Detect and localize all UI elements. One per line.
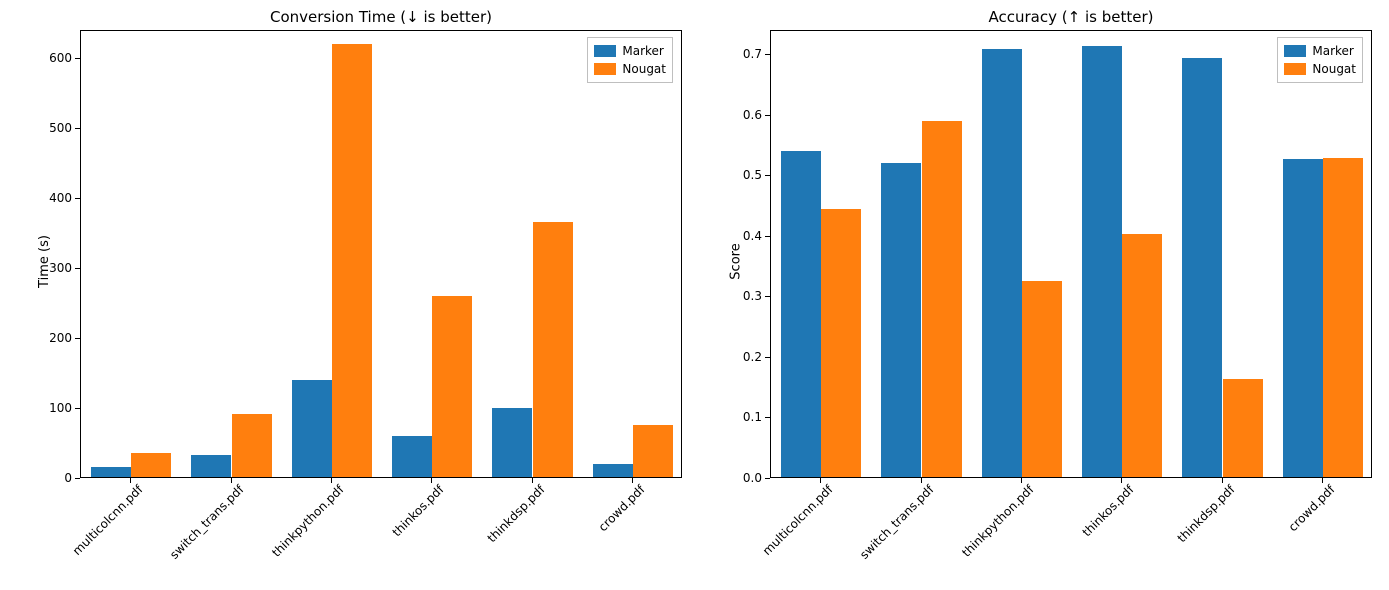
bar-nougat	[1022, 281, 1062, 477]
xtick-mark	[1121, 478, 1122, 483]
legend-item-marker: Marker	[594, 42, 666, 60]
bar-marker	[1082, 46, 1122, 477]
ytick-mark	[765, 175, 770, 176]
ytick-label: 300	[32, 261, 72, 275]
xtick-label: thinkdsp.pdf	[484, 482, 547, 545]
bar-nougat	[533, 222, 573, 478]
ytick-label: 0.3	[722, 289, 762, 303]
bar-nougat	[432, 296, 472, 477]
ytick-mark	[75, 408, 80, 409]
ytick-mark	[765, 54, 770, 55]
ytick-label: 0.2	[722, 350, 762, 364]
legend-swatch-nougat	[594, 63, 616, 75]
ytick-label: 0.6	[722, 108, 762, 122]
ytick-mark	[765, 296, 770, 297]
xtick-label: multicolcnn.pdf	[760, 482, 836, 558]
ytick-label: 100	[32, 401, 72, 415]
bar-marker	[881, 163, 921, 477]
bar-nougat	[1223, 379, 1263, 477]
ytick-label: 0.1	[722, 410, 762, 424]
ytick-mark	[75, 198, 80, 199]
bar-nougat	[922, 121, 962, 477]
ytick-mark	[765, 236, 770, 237]
bar-marker	[492, 408, 532, 477]
legend-item-marker: Marker	[1284, 42, 1356, 60]
xtick-label: crowd.pdf	[596, 482, 648, 534]
bar-nougat	[232, 414, 272, 477]
bar-nougat	[1122, 234, 1162, 477]
legend-label-marker: Marker	[1312, 42, 1353, 60]
ytick-mark	[75, 268, 80, 269]
time-chart-legend: Marker Nougat	[587, 37, 673, 83]
xtick-label: switch_trans.pdf	[857, 482, 937, 562]
legend-label-marker: Marker	[622, 42, 663, 60]
bar-nougat	[633, 425, 673, 478]
accuracy-chart-plot: Marker Nougat	[770, 30, 1372, 478]
ytick-label: 0.5	[722, 168, 762, 182]
xtick-mark	[1021, 478, 1022, 483]
xtick-mark	[130, 478, 131, 483]
xtick-mark	[231, 478, 232, 483]
ytick-mark	[75, 128, 80, 129]
bar-marker	[392, 436, 432, 477]
xtick-label: multicolcnn.pdf	[70, 482, 146, 558]
xtick-label: switch_trans.pdf	[167, 482, 247, 562]
xtick-label: thinkdsp.pdf	[1174, 482, 1237, 545]
ytick-mark	[765, 417, 770, 418]
ytick-mark	[75, 58, 80, 59]
ytick-mark	[75, 478, 80, 479]
xtick-mark	[921, 478, 922, 483]
ytick-mark	[75, 338, 80, 339]
xtick-label: thinkpython.pdf	[959, 482, 1036, 559]
ytick-mark	[765, 357, 770, 358]
bar-nougat	[332, 44, 372, 477]
bar-marker	[781, 151, 821, 477]
figure: Conversion Time (↓ is better) Time (s) M…	[0, 0, 1389, 590]
xtick-label: thinkos.pdf	[390, 482, 447, 539]
ytick-label: 0.4	[722, 229, 762, 243]
time-chart-plot: Marker Nougat	[80, 30, 682, 478]
xtick-mark	[532, 478, 533, 483]
xtick-label: thinkpython.pdf	[269, 482, 346, 559]
xtick-mark	[820, 478, 821, 483]
accuracy-chart-ylabel: Score	[729, 243, 744, 279]
accuracy-chart-title: Accuracy (↑ is better)	[770, 8, 1372, 26]
legend-swatch-marker	[594, 45, 616, 57]
bar-marker	[292, 380, 332, 477]
legend-item-nougat: Nougat	[1284, 60, 1356, 78]
xtick-mark	[431, 478, 432, 483]
ytick-mark	[765, 478, 770, 479]
bar-nougat	[821, 209, 861, 477]
ytick-label: 0.0	[722, 471, 762, 485]
xtick-label: crowd.pdf	[1286, 482, 1338, 534]
bar-nougat	[131, 453, 171, 477]
time-chart-title: Conversion Time (↓ is better)	[80, 8, 682, 26]
ytick-mark	[765, 115, 770, 116]
xtick-mark	[632, 478, 633, 483]
accuracy-chart-legend: Marker Nougat	[1277, 37, 1363, 83]
xtick-mark	[331, 478, 332, 483]
legend-label-nougat: Nougat	[622, 60, 666, 78]
ytick-label: 200	[32, 331, 72, 345]
legend-item-nougat: Nougat	[594, 60, 666, 78]
ytick-label: 0	[32, 471, 72, 485]
legend-label-nougat: Nougat	[1312, 60, 1356, 78]
xtick-mark	[1222, 478, 1223, 483]
ytick-label: 0.7	[722, 47, 762, 61]
ytick-label: 600	[32, 51, 72, 65]
legend-swatch-marker	[1284, 45, 1306, 57]
bar-marker	[982, 49, 1022, 477]
ytick-label: 400	[32, 191, 72, 205]
bar-marker	[1283, 159, 1323, 477]
bar-marker	[593, 464, 633, 477]
ytick-label: 500	[32, 121, 72, 135]
xtick-mark	[1322, 478, 1323, 483]
bar-nougat	[1323, 158, 1363, 477]
bar-marker	[91, 467, 131, 477]
xtick-label: thinkos.pdf	[1080, 482, 1137, 539]
bar-marker	[191, 455, 231, 477]
bar-marker	[1182, 58, 1222, 477]
legend-swatch-nougat	[1284, 63, 1306, 75]
